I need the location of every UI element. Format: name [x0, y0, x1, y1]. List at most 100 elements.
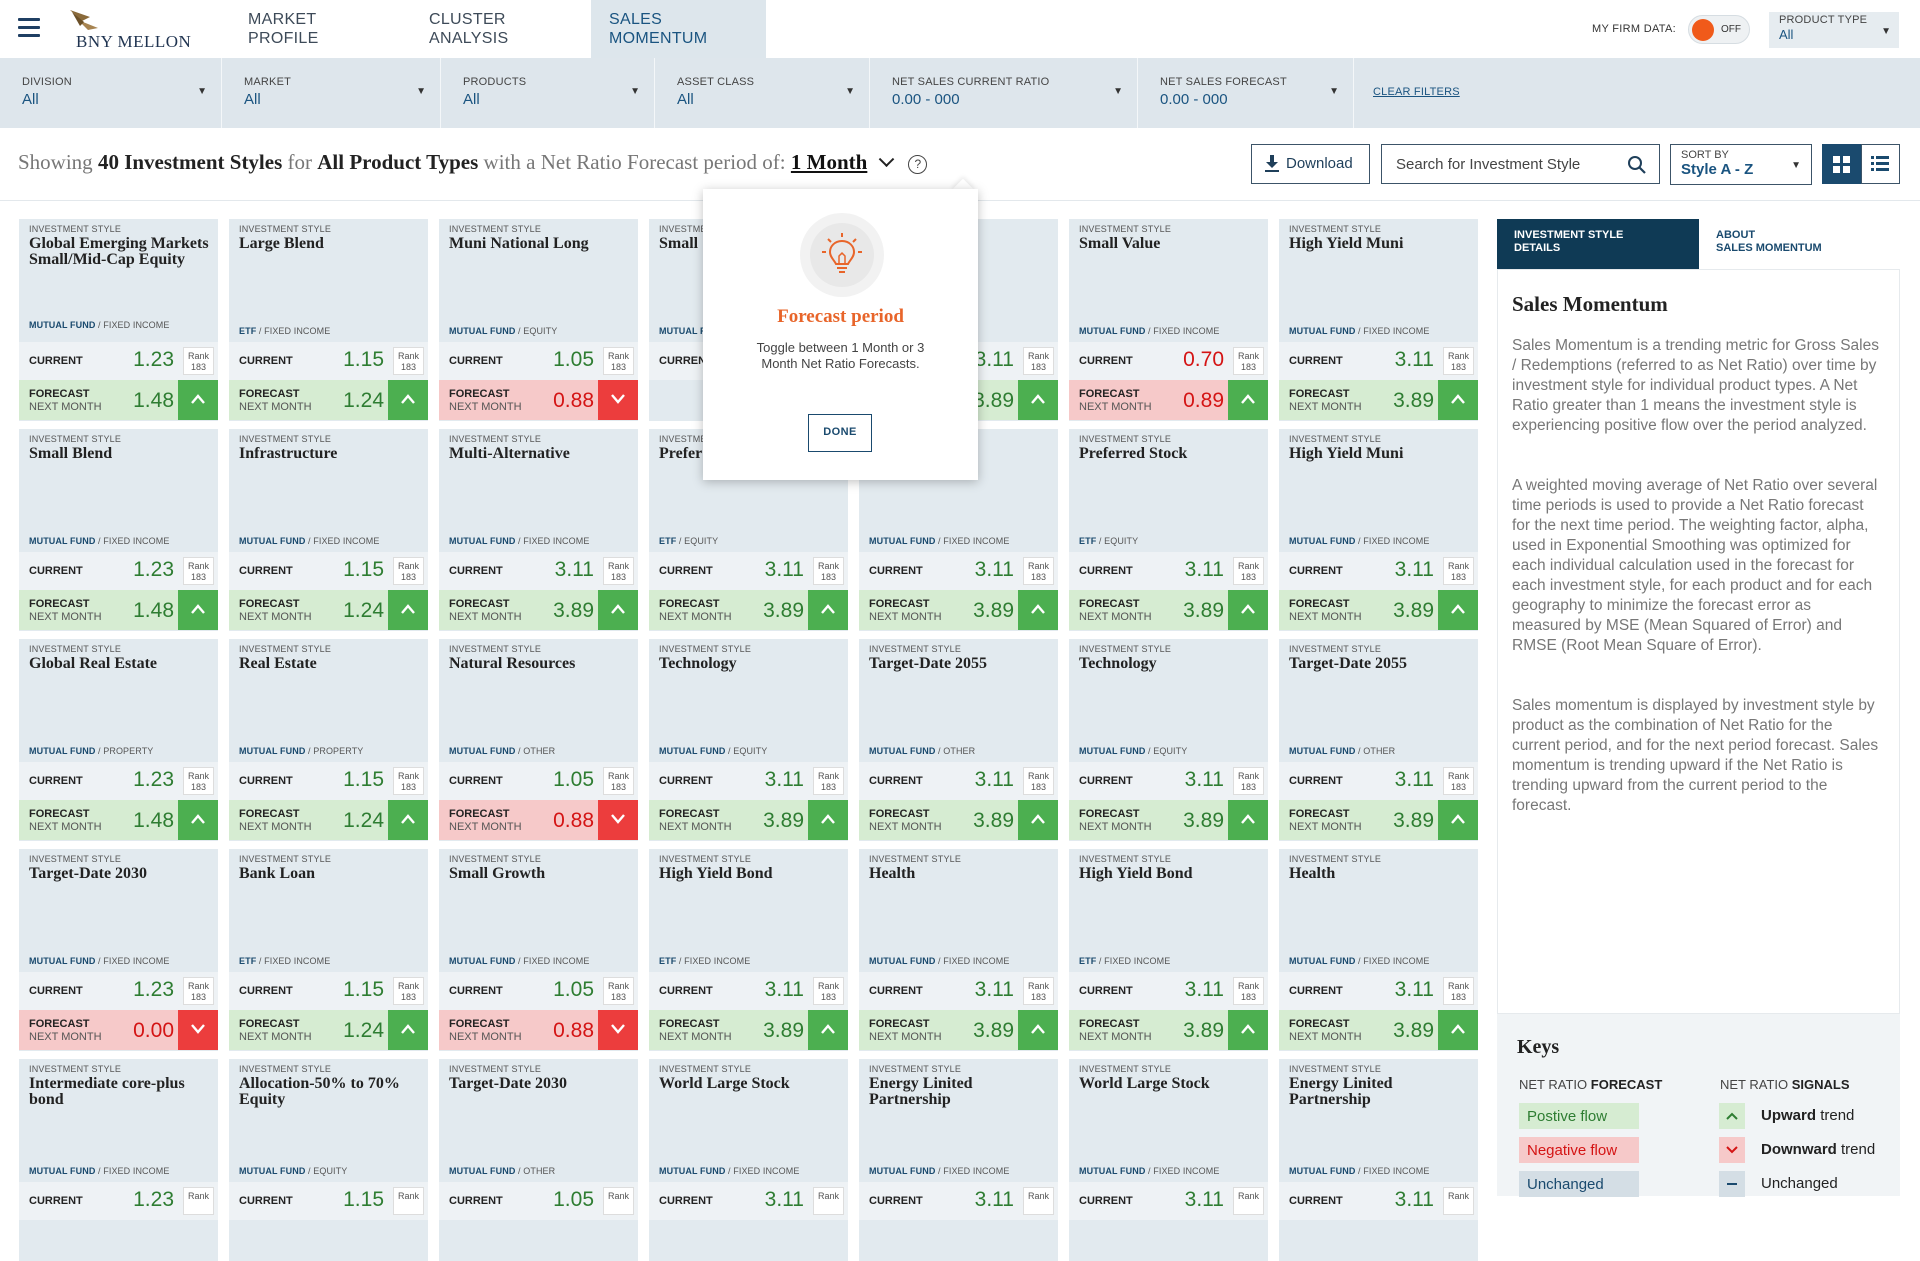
- tab-cluster-analysis[interactable]: CLUSTER ANALYSIS: [411, 0, 522, 58]
- current-label: CURRENT: [1079, 565, 1133, 577]
- list-view-button[interactable]: [1861, 144, 1900, 184]
- summary-text: for: [287, 150, 313, 174]
- upward-trend-icon: [808, 1010, 848, 1050]
- download-button[interactable]: Download: [1251, 144, 1370, 184]
- grid-view-button[interactable]: [1822, 144, 1861, 184]
- investment-style-card[interactable]: INVESTMENT STYLE World Large Stock MUTUAL …: [649, 1059, 848, 1261]
- card-category-label: INVESTMENT STYLE: [1079, 434, 1172, 444]
- card-category-label: INVESTMENT STYLE: [239, 224, 332, 234]
- current-label: CURRENT: [449, 985, 503, 997]
- net-sales-forecast-filter[interactable]: NET SALES FORECAST 0.00 - 000 ▼: [1138, 58, 1354, 128]
- card-category-label: INVESTMENT STYLE: [1079, 1064, 1172, 1074]
- investment-style-card[interactable]: INVESTMENT STYLE World Large Stock MUTUAL …: [1069, 1059, 1268, 1261]
- investment-style-card[interactable]: INVESTMENT STYLE Target-Date 2030 MUTUAL F…: [19, 849, 218, 1051]
- card-category-label: INVESTMENT STYLE: [239, 434, 332, 444]
- tab-about-sales-momentum[interactable]: ABOUT SALES MOMENTUM: [1699, 219, 1900, 269]
- current-ratio-value: 0.70: [1183, 348, 1224, 371]
- current-ratio-row: CURRENT 0.70 Rank 183: [1069, 342, 1268, 380]
- investment-style-card[interactable]: INVESTMENT STYLE High Yield Bond ETF / FIX…: [1069, 849, 1268, 1051]
- current-ratio-value: 3.11: [764, 768, 804, 791]
- search-icon[interactable]: [1627, 155, 1647, 175]
- card-category-label: INVESTMENT STYLE: [659, 644, 752, 654]
- investment-style-card[interactable]: INVESTMENT STYLE Large Blend ETF / FIXED I…: [229, 219, 428, 421]
- investment-style-card[interactable]: INVESTMENT STYLE High Yield Muni MUTUAL FU…: [1279, 219, 1478, 421]
- investment-style-card[interactable]: INVESTMENT STYLE Health MUTUAL FUND / FIXE…: [1279, 849, 1478, 1051]
- investment-style-card[interactable]: INVESTMENT STYLE Natural Resources MUTUAL …: [439, 639, 638, 841]
- investment-style-card[interactable]: INVESTMENT STYLE Real Estate MUTUAL FUND /…: [229, 639, 428, 841]
- done-button[interactable]: DONE: [808, 414, 872, 452]
- investment-style-card[interactable]: INVESTMENT STYLE Technology MUTUAL FUND / …: [649, 639, 848, 841]
- investment-style-name: Target-Date 2055: [1289, 655, 1408, 672]
- investment-style-card[interactable]: INVESTMENT STYLE Bank Loan ETF / FIXED INC…: [229, 849, 428, 1051]
- investment-style-name: Intermediate core-plus bond: [29, 1075, 185, 1108]
- unchanged-trend-icon: [1719, 1171, 1745, 1197]
- card-category-label: INVESTMENT STYLE: [29, 434, 122, 444]
- investment-style-card[interactable]: INVESTMENT STYLE Target-Date 2055 MUTUAL F…: [1279, 639, 1478, 841]
- product-asset-label: MUTUAL FUND / FIXED INCOME: [1289, 326, 1430, 336]
- hamburger-menu-icon[interactable]: [18, 18, 40, 38]
- investment-style-card[interactable]: INVESTMENT STYLE Energy Linited Partnersh…: [859, 1059, 1058, 1261]
- products-filter[interactable]: PRODUCTS All ▼: [441, 58, 655, 128]
- product-asset-label: MUTUAL FUND / FIXED INCOME: [1079, 326, 1220, 336]
- current-label: CURRENT: [239, 565, 293, 577]
- tab-market-profile[interactable]: MARKET PROFILE: [230, 0, 333, 58]
- product-type-select[interactable]: PRODUCT TYPE All ▼: [1769, 12, 1899, 48]
- investment-style-card[interactable]: INVESTMENT STYLE Infrastructure MUTUAL FUN…: [229, 429, 428, 631]
- style-count: 40 Investment Styles: [97, 150, 283, 174]
- investment-style-card[interactable]: INVESTMENT STYLE Small Blend MUTUAL FUND /…: [19, 429, 218, 631]
- upward-trend-icon: [598, 590, 638, 630]
- investment-style-card[interactable]: INVESTMENT STYLE Technology MUTUAL FUND / …: [1069, 639, 1268, 841]
- forecast-period-select[interactable]: 1 Month: [790, 150, 868, 174]
- investment-style-name: Health: [869, 865, 916, 882]
- clear-filters-link[interactable]: CLEAR FILTERS: [1373, 86, 1460, 98]
- investment-style-name: Small Value: [1079, 235, 1161, 252]
- investment-style-card[interactable]: INVESTMENT STYLE Intermediate core-plus b…: [19, 1059, 218, 1261]
- division-filter[interactable]: DIVISION All ▼: [0, 58, 222, 128]
- current-ratio-value: 1.15: [343, 1188, 384, 1211]
- current-ratio-value: 3.11: [1184, 768, 1224, 791]
- signals-key-heading: NET RATIO SIGNALS: [1720, 1077, 1850, 1092]
- forecast-ratio-value: 3.89: [1183, 809, 1224, 832]
- upward-trend-icon: [388, 380, 428, 420]
- tab-investment-style-details[interactable]: INVESTMENT STYLE DETAILS: [1497, 219, 1699, 269]
- sort-by-select[interactable]: SORT BY Style A - Z ▼: [1670, 144, 1812, 185]
- investment-style-card[interactable]: INVESTMENT STYLE High Yield Bond ETF / FIX…: [649, 849, 848, 1051]
- investment-style-card[interactable]: INVESTMENT STYLE Energy Linited Partnersh…: [1279, 1059, 1478, 1261]
- bny-mellon-logo[interactable]: BNY MELLON: [68, 8, 198, 52]
- investment-style-card[interactable]: INVESTMENT STYLE Target-Date 2055 MUTUAL F…: [859, 639, 1058, 841]
- investment-style-card[interactable]: INVESTMENT STYLE Muni National Long MUTUAL…: [439, 219, 638, 421]
- product-asset-label: ETF / EQUITY: [659, 536, 719, 546]
- investment-style-card[interactable]: INVESTMENT STYLE Health MUTUAL FUND / FIXE…: [859, 849, 1058, 1051]
- rank-badge: Rank 183: [603, 977, 634, 1005]
- product-asset-label: MUTUAL FUND / PROPERTY: [239, 746, 364, 756]
- investment-style-card[interactable]: INVESTMENT STYLE Multi-Alternative MUTUAL …: [439, 429, 638, 631]
- forecast-ratio-row: FORECAST NEXT MONTH 0.88: [439, 800, 638, 840]
- investment-style-card[interactable]: INVESTMENT STYLE Allocation-50% to 70% Eq…: [229, 1059, 428, 1261]
- current-ratio-value: 3.11: [1394, 1188, 1434, 1211]
- current-label: CURRENT: [659, 1195, 713, 1207]
- investment-style-card[interactable]: INVESTMENT STYLE Preferred Stock ETF / EQU…: [1069, 429, 1268, 631]
- net-sales-current-ratio-filter[interactable]: NET SALES CURRENT RATIO 0.00 - 000 ▼: [870, 58, 1138, 128]
- current-label: CURRENT: [29, 775, 83, 787]
- downward-trend-icon: [598, 800, 638, 840]
- investment-style-card[interactable]: INVESTMENT STYLE Small Value MUTUAL FUND /…: [1069, 219, 1268, 421]
- help-icon[interactable]: ?: [908, 154, 928, 174]
- tab-sales-momentum[interactable]: SALES MOMENTUM: [591, 0, 766, 58]
- investment-style-card[interactable]: INVESTMENT STYLE High Yield Muni MUTUAL FU…: [1279, 429, 1478, 631]
- tab-label: INVESTMENT STYLE: [1514, 229, 1624, 241]
- my-firm-data-toggle[interactable]: OFF: [1688, 15, 1750, 44]
- market-filter[interactable]: MARKET All ▼: [222, 58, 441, 128]
- investment-style-card[interactable]: INVESTMENT STYLE Small Growth MUTUAL FUND …: [439, 849, 638, 1051]
- card-category-label: INVESTMENT STYLE: [449, 434, 542, 444]
- investment-style-card[interactable]: INVESTMENT STYLE Global Emerging Markets …: [19, 219, 218, 421]
- chevron-down-icon[interactable]: [879, 151, 895, 168]
- panel-paragraph: A weighted moving average of Net Ratio o…: [1512, 477, 1878, 654]
- search-input[interactable]: Search for Investment Style: [1381, 144, 1660, 184]
- investment-style-card[interactable]: INVESTMENT STYLE Target-Date 2030 MUTUAL F…: [439, 1059, 638, 1261]
- asset-class-filter[interactable]: ASSET CLASS All ▼: [655, 58, 870, 128]
- investment-style-card[interactable]: INVESTMENT STYLE Global Real Estate MUTUAL…: [19, 639, 218, 841]
- current-label: CURRENT: [869, 1195, 923, 1207]
